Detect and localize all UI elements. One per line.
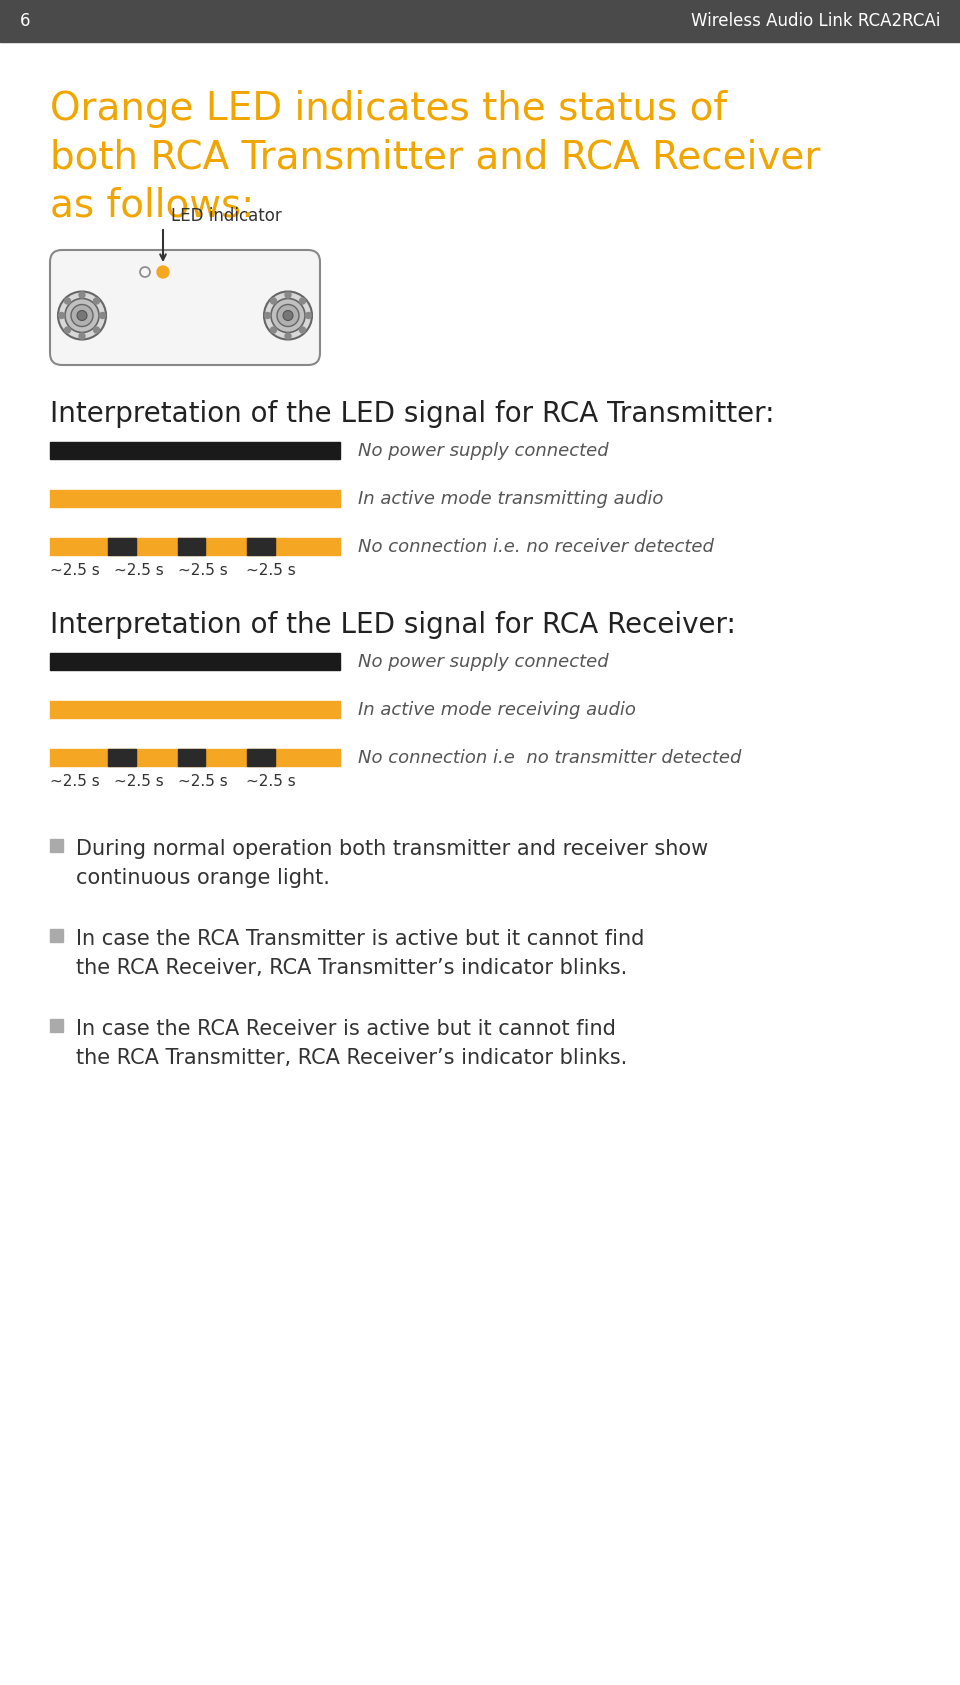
Circle shape xyxy=(64,327,70,334)
Bar xyxy=(248,538,275,554)
Circle shape xyxy=(277,305,299,327)
Bar xyxy=(248,750,275,767)
Text: No connection i.e. no receiver detected: No connection i.e. no receiver detected xyxy=(358,538,714,556)
Circle shape xyxy=(271,298,305,332)
Circle shape xyxy=(283,310,293,320)
Bar xyxy=(178,750,205,767)
Circle shape xyxy=(285,334,291,339)
Bar xyxy=(50,750,340,767)
Circle shape xyxy=(65,298,99,332)
Text: Wireless Audio Link RCA2RCAi: Wireless Audio Link RCA2RCAi xyxy=(690,12,940,30)
Text: ~2.5 s: ~2.5 s xyxy=(246,773,296,789)
Text: ~2.5 s: ~2.5 s xyxy=(114,773,164,789)
Bar xyxy=(50,928,63,942)
Bar xyxy=(108,538,135,554)
Text: as follows:: as follows: xyxy=(50,185,254,224)
Text: ~2.5 s: ~2.5 s xyxy=(178,563,228,578)
Circle shape xyxy=(264,292,312,339)
Text: In active mode receiving audio: In active mode receiving audio xyxy=(358,701,636,718)
Circle shape xyxy=(300,327,305,334)
Bar xyxy=(50,441,340,458)
Text: both RCA Transmitter and RCA Receiver: both RCA Transmitter and RCA Receiver xyxy=(50,138,821,175)
Circle shape xyxy=(265,312,271,318)
Circle shape xyxy=(93,327,100,334)
Text: Interpretation of the LED signal for RCA Receiver:: Interpretation of the LED signal for RCA… xyxy=(50,612,736,639)
Text: In active mode transmitting audio: In active mode transmitting audio xyxy=(358,490,663,507)
Text: LED indicator: LED indicator xyxy=(171,207,281,226)
Text: ~2.5 s: ~2.5 s xyxy=(50,773,100,789)
Circle shape xyxy=(77,310,87,320)
Text: ~2.5 s: ~2.5 s xyxy=(114,563,164,578)
Circle shape xyxy=(305,312,311,318)
Bar xyxy=(178,538,205,554)
Circle shape xyxy=(300,298,305,303)
Circle shape xyxy=(271,327,276,334)
Text: ~2.5 s: ~2.5 s xyxy=(246,563,296,578)
Text: No power supply connected: No power supply connected xyxy=(358,441,609,460)
Circle shape xyxy=(64,298,70,303)
Circle shape xyxy=(59,312,64,318)
Text: ~2.5 s: ~2.5 s xyxy=(178,773,228,789)
Text: In case the RCA Transmitter is active but it cannot find
the RCA Receiver, RCA T: In case the RCA Transmitter is active bu… xyxy=(76,928,644,977)
Text: During normal operation both transmitter and receiver show
continuous orange lig: During normal operation both transmitter… xyxy=(76,839,708,888)
Text: 6: 6 xyxy=(20,12,31,30)
Text: No power supply connected: No power supply connected xyxy=(358,652,609,671)
Circle shape xyxy=(100,312,106,318)
Bar xyxy=(50,654,340,671)
Circle shape xyxy=(285,292,291,298)
Circle shape xyxy=(271,298,276,303)
Text: Interpretation of the LED signal for RCA Transmitter:: Interpretation of the LED signal for RCA… xyxy=(50,399,775,428)
Bar xyxy=(50,490,340,507)
Circle shape xyxy=(71,305,93,327)
FancyBboxPatch shape xyxy=(50,249,320,366)
Bar xyxy=(108,750,135,767)
Bar xyxy=(0,0,960,42)
Circle shape xyxy=(93,298,100,303)
Circle shape xyxy=(157,266,169,278)
Bar xyxy=(50,538,340,554)
Text: In case the RCA Receiver is active but it cannot find
the RCA Transmitter, RCA R: In case the RCA Receiver is active but i… xyxy=(76,1019,627,1068)
Circle shape xyxy=(79,292,85,298)
Circle shape xyxy=(79,334,85,339)
Circle shape xyxy=(140,266,150,276)
Text: Orange LED indicates the status of: Orange LED indicates the status of xyxy=(50,89,727,128)
Text: ~2.5 s: ~2.5 s xyxy=(50,563,100,578)
Bar xyxy=(50,701,340,718)
Text: No connection i.e  no transmitter detected: No connection i.e no transmitter detecte… xyxy=(358,748,741,767)
Bar xyxy=(50,1019,63,1031)
Circle shape xyxy=(58,292,106,339)
Bar xyxy=(50,839,63,853)
